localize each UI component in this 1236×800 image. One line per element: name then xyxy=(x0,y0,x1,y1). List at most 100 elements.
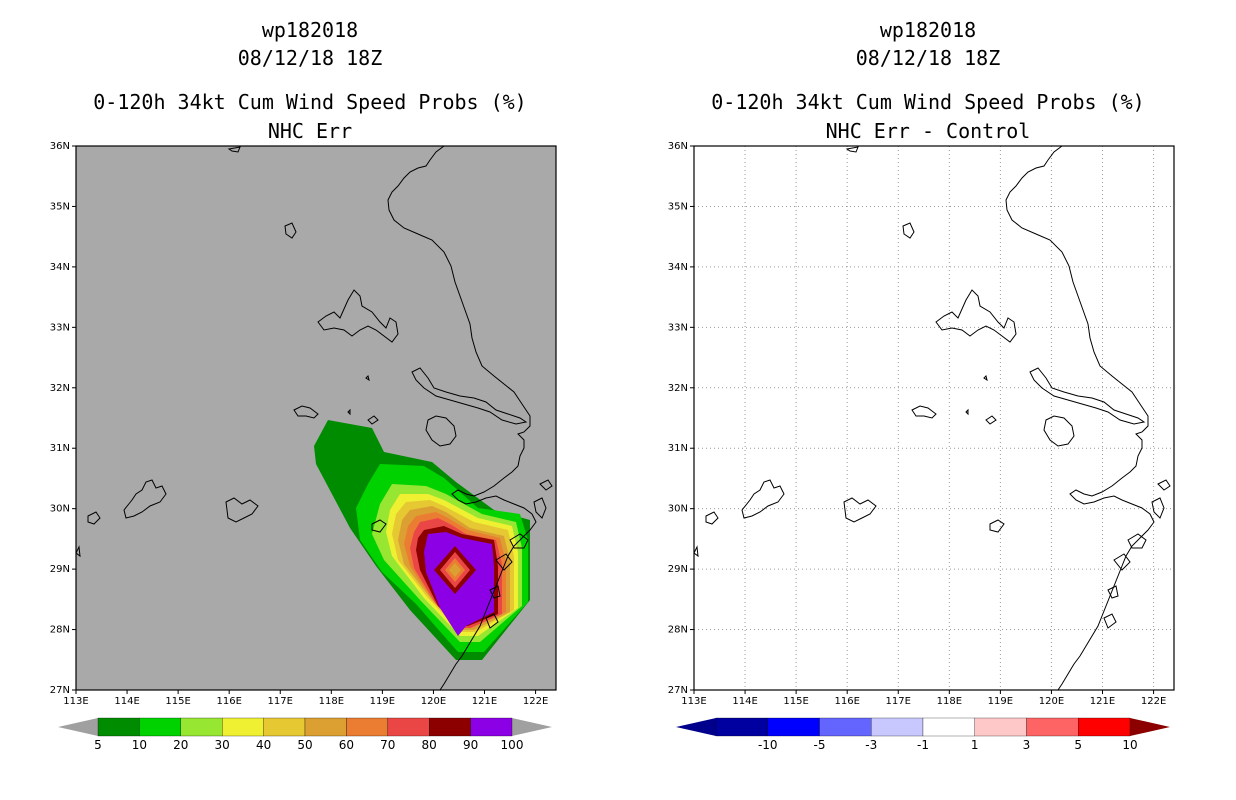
lat-tick-label: 27N xyxy=(50,685,70,696)
colorbar-swatch xyxy=(429,717,471,737)
colorbar-label: -3 xyxy=(865,738,877,752)
right-storm-id: wp182018 xyxy=(879,18,977,42)
right-datetime: 08/12/18 18Z xyxy=(855,46,1001,70)
lat-tick-label: 34N xyxy=(668,262,688,273)
left-axis-labels: 113E 114E 115E 116E 117E 118E 119E 120E 121E 122E… xyxy=(50,141,548,707)
colorbar-swatch xyxy=(1026,717,1079,737)
lat-tick-label: 36N xyxy=(668,141,688,152)
colorbar-label: 1 xyxy=(971,738,979,752)
left-storm-id: wp182018 xyxy=(261,18,359,42)
lat-tick-label: 33N xyxy=(668,322,688,333)
right-colorbar: -10 -5 -3 -1 1 3 5 10 xyxy=(676,717,1170,752)
colorbar-swatch xyxy=(222,717,264,737)
lat-tick-label: 32N xyxy=(668,383,688,394)
colorbar-label: 5 xyxy=(1074,738,1082,752)
lon-tick-label: 122E xyxy=(1141,696,1166,707)
colorbar-swatch xyxy=(922,717,975,737)
colorbar-swatch xyxy=(1078,717,1131,737)
lon-tick-label: 116E xyxy=(834,696,859,707)
colorbar-label: 50 xyxy=(297,738,312,752)
lon-tick-label: 114E xyxy=(732,696,757,707)
left-map-panel: 113E 114E 115E 116E 117E 118E 119E 120E 121E 122E… xyxy=(50,141,557,707)
colorbar-under-triangle xyxy=(58,718,98,736)
lat-tick-label: 31N xyxy=(50,443,70,454)
lon-tick-label: 119E xyxy=(988,696,1013,707)
colorbar-label: 80 xyxy=(422,738,437,752)
colorbar-swatch xyxy=(139,717,181,737)
colorbar-swatch xyxy=(263,717,306,737)
colorbar-label: -1 xyxy=(917,738,929,752)
lat-tick-label: 35N xyxy=(668,201,688,212)
lat-tick-label: 31N xyxy=(668,443,688,454)
lat-tick-label: 29N xyxy=(668,564,688,575)
colorbar-label: -10 xyxy=(758,738,778,752)
lat-tick-label: 30N xyxy=(668,504,688,515)
lat-tick-label: 28N xyxy=(668,625,688,636)
colorbar-label: 90 xyxy=(463,738,478,752)
colorbar-swatch xyxy=(767,717,820,737)
colorbar-swatch xyxy=(180,717,223,737)
right-product-title: 0-120h 34kt Cum Wind Speed Probs (%) xyxy=(711,90,1145,114)
colorbar-swatch xyxy=(470,717,513,737)
lon-tick-label: 121E xyxy=(472,696,497,707)
lon-tick-label: 119E xyxy=(370,696,395,707)
lon-tick-label: 117E xyxy=(268,696,293,707)
lon-tick-label: 117E xyxy=(886,696,911,707)
colorbar-under-triangle xyxy=(676,718,716,736)
lon-tick-label: 113E xyxy=(63,696,88,707)
lon-tick-label: 116E xyxy=(216,696,241,707)
lon-tick-label: 118E xyxy=(937,696,962,707)
lat-tick-label: 32N xyxy=(50,383,70,394)
lat-tick-label: 34N xyxy=(50,262,70,273)
lon-tick-label: 122E xyxy=(523,696,548,707)
colorbar-label: 30 xyxy=(215,738,230,752)
colorbar-label: 60 xyxy=(339,738,354,752)
lat-tick-label: 28N xyxy=(50,625,70,636)
colorbar-label: 3 xyxy=(1023,738,1031,752)
colorbar-swatch xyxy=(304,717,347,737)
colorbar-label: 20 xyxy=(173,738,188,752)
colorbar-swatch xyxy=(819,717,872,737)
right-gridlines xyxy=(694,146,1174,690)
left-colorbar: 5 10 20 30 40 50 60 70 80 90 100 xyxy=(58,717,552,752)
lat-tick-label: 29N xyxy=(50,564,70,575)
left-datetime: 08/12/18 18Z xyxy=(237,46,383,70)
lat-tick-label: 35N xyxy=(50,201,70,212)
lon-tick-label: 121E xyxy=(1090,696,1115,707)
right-subtitle: NHC Err - Control xyxy=(825,119,1031,143)
lat-tick-label: 33N xyxy=(50,322,70,333)
right-axis-labels: 113E 114E 115E 116E 117E 118E 119E 120E 121E 122E… xyxy=(668,141,1166,707)
colorbar-over-triangle xyxy=(1130,718,1170,736)
lon-tick-label: 114E xyxy=(114,696,139,707)
colorbar-swatch xyxy=(974,717,1027,737)
prob-max-core-50 xyxy=(449,563,461,577)
colorbar-label: 10 xyxy=(132,738,147,752)
colorbar-swatch xyxy=(97,717,140,737)
left-product-title: 0-120h 34kt Cum Wind Speed Probs (%) xyxy=(93,90,527,114)
left-map-frame xyxy=(75,145,557,691)
lon-tick-label: 115E xyxy=(165,696,190,707)
colorbar-label: -5 xyxy=(814,738,826,752)
right-map-frame xyxy=(693,145,1175,691)
colorbar-label: 100 xyxy=(501,738,524,752)
colorbar-label: 5 xyxy=(94,738,102,752)
colorbar-label: 10 xyxy=(1122,738,1137,752)
lat-tick-label: 36N xyxy=(50,141,70,152)
colorbar-label: 70 xyxy=(380,738,395,752)
colorbar-label: 40 xyxy=(256,738,271,752)
lon-tick-label: 115E xyxy=(783,696,808,707)
lon-tick-label: 113E xyxy=(681,696,706,707)
colorbar-swatch xyxy=(871,717,924,737)
colorbar-swatch xyxy=(387,717,430,737)
colorbar-swatch xyxy=(715,717,768,737)
left-subtitle: NHC Err xyxy=(267,119,353,143)
colorbar-over-triangle xyxy=(512,718,552,736)
lat-tick-label: 27N xyxy=(668,685,688,696)
colorbar-swatch xyxy=(346,717,388,737)
right-map-panel: 113E 114E 115E 116E 117E 118E 119E 120E 121E 122E… xyxy=(668,141,1175,707)
lat-tick-label: 30N xyxy=(50,504,70,515)
lon-tick-label: 120E xyxy=(1039,696,1064,707)
lon-tick-label: 120E xyxy=(421,696,446,707)
lon-tick-label: 118E xyxy=(319,696,344,707)
